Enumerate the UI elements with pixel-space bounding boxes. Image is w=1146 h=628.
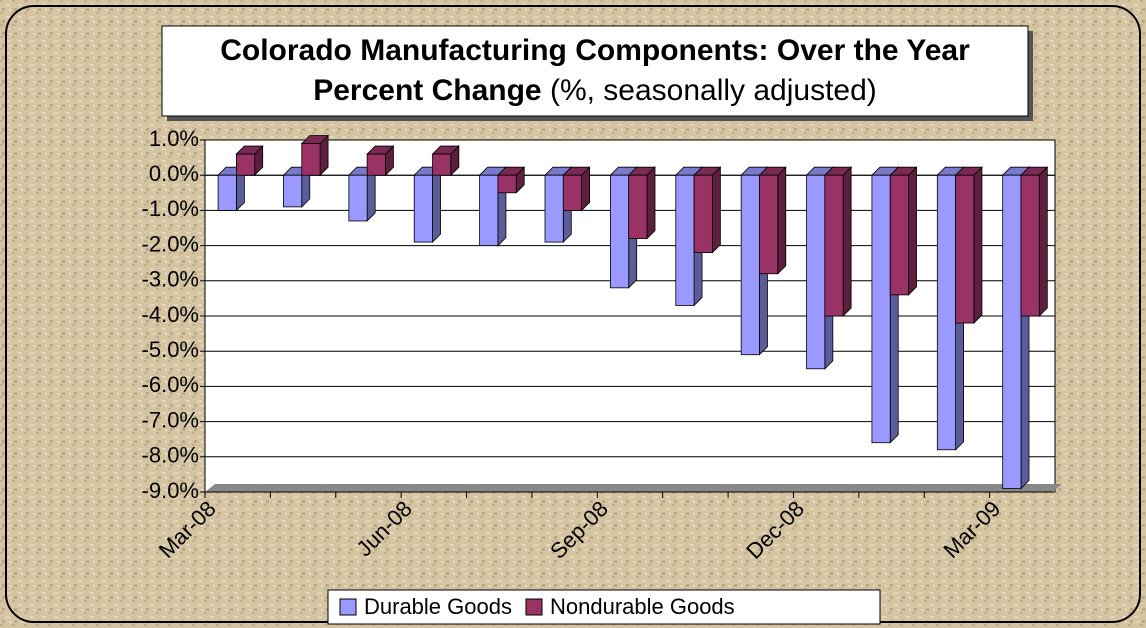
bar-side (777, 166, 787, 275)
legend-label: Durable Goods (364, 594, 512, 619)
bar (217, 166, 246, 212)
bar-side (646, 166, 656, 240)
bar-front (824, 174, 844, 317)
legend-swatch (525, 598, 543, 616)
chart-title: Colorado Manufacturing Components: Over … (162, 26, 1028, 116)
bar-front (479, 174, 499, 246)
bar-front (889, 174, 909, 296)
y-tick-label: 0.0% (149, 161, 199, 186)
bar-front (413, 174, 433, 243)
bar (413, 166, 442, 244)
bar-front (544, 174, 564, 243)
bar-front (301, 143, 321, 176)
bar-side (842, 166, 852, 317)
bar-front (366, 153, 386, 176)
bar-front (609, 174, 630, 289)
bar-front (432, 153, 452, 176)
bar (627, 166, 656, 240)
bar (431, 145, 460, 177)
y-tick-label: -8.0% (142, 443, 199, 468)
y-tick-label: -3.0% (142, 267, 199, 292)
y-tick-label: -7.0% (142, 407, 199, 432)
y-tick-label: -6.0% (142, 372, 199, 397)
legend-label: Nondurable Goods (550, 594, 735, 619)
bar-front (806, 174, 826, 370)
bar-front (283, 174, 303, 208)
floor (205, 484, 1062, 492)
bar-front (675, 174, 695, 306)
bar-front (936, 174, 957, 451)
bar-side (908, 166, 917, 296)
bar-front (217, 174, 237, 211)
bar-front (1002, 174, 1022, 489)
y-tick-label: -4.0% (142, 302, 199, 327)
title-box (161, 25, 1029, 117)
bar (366, 145, 395, 177)
bar-front (235, 153, 256, 176)
bar (758, 166, 787, 275)
bar (889, 166, 918, 296)
bar-front (955, 174, 975, 324)
y-tick-label: 1.0% (149, 126, 199, 151)
bar-front (497, 174, 517, 194)
bar (954, 166, 983, 325)
bar (235, 145, 264, 177)
bar (300, 134, 330, 177)
bar-front (348, 174, 368, 222)
subtitle-text: (%, seasonally adjusted) (549, 74, 877, 107)
y-tick-label: -9.0% (142, 478, 199, 503)
bar (496, 166, 526, 194)
bar-side (711, 166, 721, 254)
bar-side (432, 166, 441, 244)
bar (562, 166, 591, 212)
bar-side (1038, 166, 1048, 317)
y-tick-label: -5.0% (142, 337, 199, 362)
y-tick-label: -2.0% (142, 231, 199, 256)
bar (823, 166, 853, 317)
bar-front (759, 174, 779, 275)
bar-front (871, 174, 891, 444)
bar-front (1020, 174, 1040, 317)
y-tick-label: -1.0% (142, 196, 199, 221)
bar-front (562, 174, 583, 211)
bar-front (740, 174, 760, 356)
bar-front (693, 174, 713, 254)
legend-box (327, 589, 881, 625)
title-text: Colorado Manufacturing Components: Over … (220, 34, 970, 107)
legend-swatch (339, 598, 357, 616)
bar (1020, 166, 1049, 317)
bar (693, 166, 722, 254)
bar-front (628, 174, 648, 239)
bar-side (973, 166, 983, 325)
